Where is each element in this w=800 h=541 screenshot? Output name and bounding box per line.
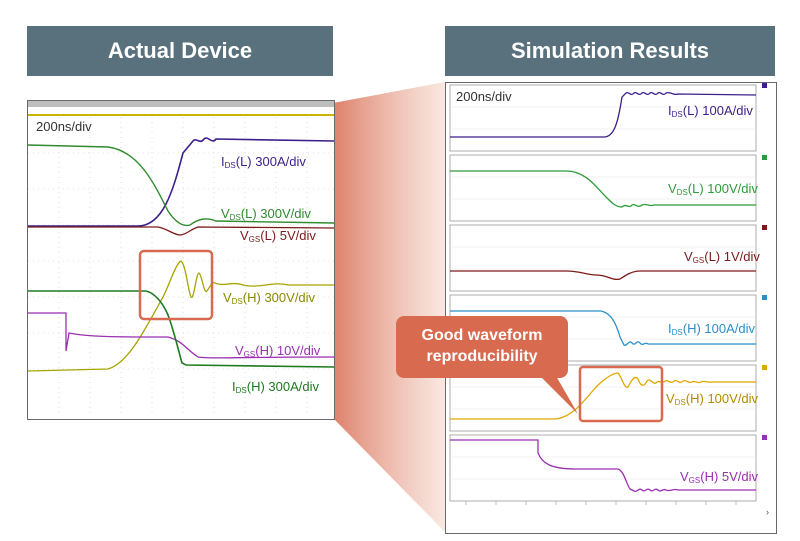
sim-ringing-highlight <box>578 365 664 423</box>
left-label-vgs-h: VGS(H) 10V/div <box>235 343 321 359</box>
svg-text:VGS(H) 5V/div: VGS(H) 5V/div <box>680 469 759 485</box>
svg-text:IDS(H) 300A/div: IDS(H) 300A/div <box>232 379 319 395</box>
simulation-results-header: Simulation Results <box>445 26 775 76</box>
svg-text:VDS(H) 100V/div: VDS(H) 100V/div <box>666 391 759 407</box>
left-ringing-highlight <box>138 249 214 321</box>
sim-vgs-l-trace <box>450 270 756 281</box>
callout-line-2: reproducibility <box>426 348 538 365</box>
left-label-vds-l: VDS(L) 300V/div <box>221 206 311 222</box>
svg-text:VGS(L) 5V/div: VGS(L) 5V/div <box>240 228 316 244</box>
left-label-ids-l: IDS(L) 300A/div <box>221 154 306 170</box>
svg-text:IDS(L) 100A/div: IDS(L) 100A/div <box>668 103 753 119</box>
actual-device-header: Actual Device <box>27 26 333 76</box>
left-vgs-l-trace <box>28 226 334 236</box>
left-timebase-label: 200ns/div <box>36 119 92 134</box>
right-label-ids-h: IDS(H) 100A/div <box>668 321 755 337</box>
callout-line-1: Good waveform <box>421 327 543 344</box>
svg-text:VDS(L) 100V/div: VDS(L) 100V/div <box>668 181 758 197</box>
sim-vds-l-trace <box>450 170 756 208</box>
left-vgs-h-trace <box>28 312 334 359</box>
left-ids-h-trace <box>28 290 334 368</box>
svg-text:IDS(L) 300A/div: IDS(L) 300A/div <box>221 154 306 170</box>
right-label-vds-l: VDS(L) 100V/div <box>668 181 758 197</box>
left-label-vds-h: VDS(H) 300V/div <box>223 290 316 306</box>
actual-device-scope: 200ns/div IDS(L) 300A/div VDS(L) 300V/di… <box>27 100 335 420</box>
simulation-results-plots: › 200ns/div IDS(L) 100A/div VDS(L) 100V/… <box>445 82 777 534</box>
left-label-ids-h: IDS(H) 300A/div <box>232 379 319 395</box>
svg-text:VGS(H) 10V/div: VGS(H) 10V/div <box>235 343 321 359</box>
svg-text:VDS(L) 300V/div: VDS(L) 300V/div <box>221 206 311 222</box>
right-label-ids-l: IDS(L) 100A/div <box>668 103 753 119</box>
sim-vgs-h-trace <box>450 439 756 493</box>
left-label-vgs-l: VGS(L) 5V/div <box>240 228 316 244</box>
right-label-vgs-l: VGS(L) 1V/div <box>684 249 760 265</box>
left-vds-l-trace <box>28 144 334 227</box>
sim-ids-h-trace <box>450 310 756 346</box>
svg-text:›: › <box>766 507 769 517</box>
svg-text:VGS(L) 1V/div: VGS(L) 1V/div <box>684 249 760 265</box>
right-label-vds-h: VDS(H) 100V/div <box>666 391 759 407</box>
svg-text:IDS(H) 100A/div: IDS(H) 100A/div <box>668 321 755 337</box>
right-label-vgs-h: VGS(H) 5V/div <box>680 469 759 485</box>
svg-text:VDS(H) 300V/div: VDS(H) 300V/div <box>223 290 316 306</box>
sim-ids-l-trace <box>450 91 757 138</box>
sim-vds-h-trace <box>450 372 756 420</box>
right-timebase-label: 200ns/div <box>456 89 512 104</box>
left-ids-l-trace <box>28 137 334 227</box>
left-vds-h-trace <box>28 260 334 372</box>
reproducibility-callout: Good waveform reproducibility <box>396 316 568 378</box>
